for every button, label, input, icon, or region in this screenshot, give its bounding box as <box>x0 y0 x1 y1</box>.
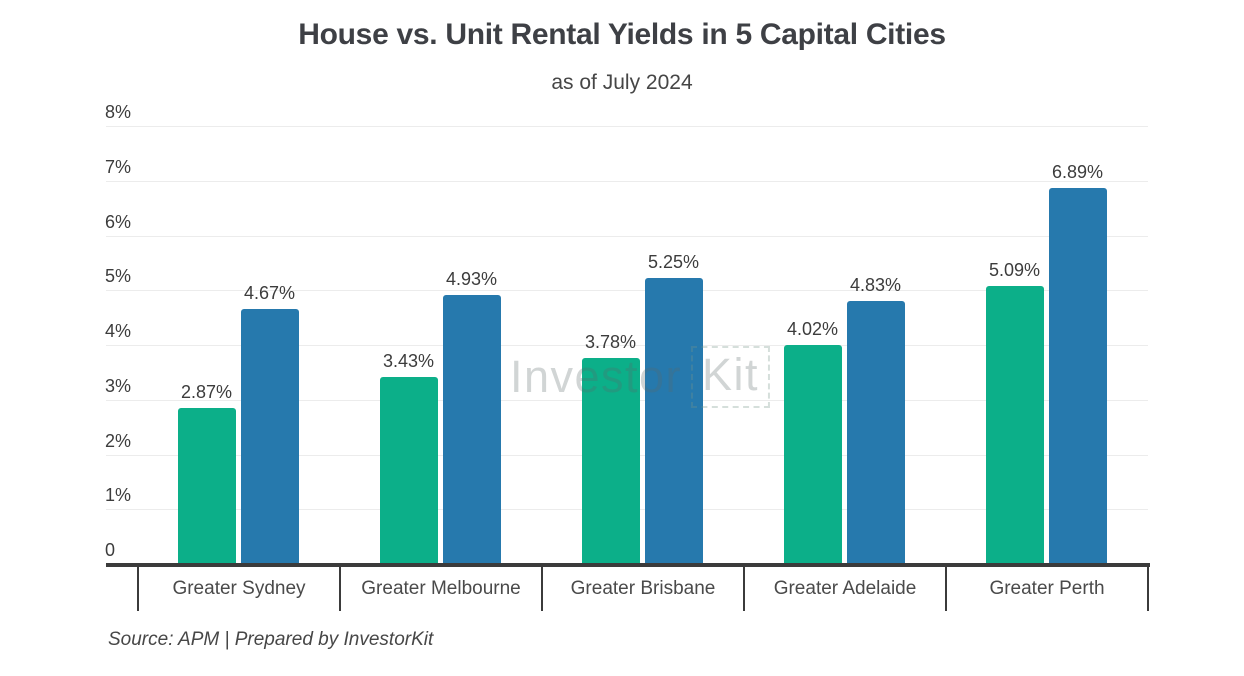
y-tick-label: 4% <box>105 321 132 341</box>
y-tick-label: 3% <box>105 375 132 396</box>
bar-value-label: 4.02% <box>786 318 839 339</box>
x-category-label: Greater Brisbane <box>541 567 743 611</box>
gridline <box>106 290 1148 292</box>
bar-unit <box>240 309 299 565</box>
gridline <box>106 235 1148 237</box>
y-tick-label: 2% <box>105 430 132 451</box>
bar-value-label: 5.25% <box>647 251 700 272</box>
bar-house <box>379 377 438 565</box>
source-attribution: Source: APM | Prepared by InvestorKit <box>108 629 434 650</box>
gridline <box>106 345 1148 346</box>
gridline <box>106 126 1148 127</box>
bar-group: 5.09% 6.89% <box>945 127 1147 565</box>
y-tick-label: 8% <box>105 102 132 122</box>
bar-value-label: 4.83% <box>849 274 902 295</box>
plot-area: 0 1% 2% 3% 4% 5% 6% 7% 8% 2.87% 4.67% 3.43% 4.93% 3.… <box>105 103 1148 565</box>
bar-slot: 2.87% <box>177 127 236 565</box>
bar-value-label: 6.89% <box>1051 161 1104 182</box>
bar-value-label: 2.87% <box>180 381 233 402</box>
bar-house <box>783 344 842 565</box>
bar-group: 2.87% 4.67% <box>137 127 339 565</box>
bar-value-label: 3.78% <box>584 332 637 353</box>
bar-slot: 4.93% <box>442 127 501 565</box>
x-category-label: Greater Sydney <box>137 567 339 611</box>
y-tick-label: 7% <box>105 156 132 177</box>
bar-unit <box>442 295 501 565</box>
y-tick-label: 1% <box>105 485 132 506</box>
bar-group: 3.43% 4.93% <box>339 127 541 565</box>
bar-slot: 4.83% <box>846 127 905 565</box>
bar-slot: 6.89% <box>1048 127 1107 565</box>
bar-slot: 3.43% <box>379 127 438 565</box>
bar-value-label: 3.43% <box>382 351 435 372</box>
bar-group: 4.02% 4.83% <box>743 127 945 565</box>
x-category-label: Greater Perth <box>945 567 1147 611</box>
bar-unit <box>846 300 905 565</box>
bar-value-label: 4.67% <box>243 283 296 304</box>
y-tick-label: 6% <box>105 211 132 232</box>
y-tick-label: 0 <box>105 540 116 560</box>
bar-unit <box>1048 187 1107 565</box>
bar-house <box>177 407 236 565</box>
y-tick-label: 5% <box>105 266 132 287</box>
bar-slot: 4.02% <box>783 127 842 565</box>
bar-slot: 5.25% <box>644 127 703 565</box>
chart-title: House vs. Unit Rental Yields in 5 Capita… <box>298 18 946 51</box>
x-category-label: Greater Melbourne <box>339 567 541 611</box>
bar-slot: 5.09% <box>985 127 1044 565</box>
x-category-label: Greater Adelaide <box>743 567 945 611</box>
bar-group: 3.78% 5.25% <box>541 127 743 565</box>
chart-subtitle: as of July 2024 <box>551 71 693 94</box>
x-axis-labels: Greater Sydney Greater Melbourne Greater B… <box>137 567 1149 611</box>
bar-groups: 2.87% 4.67% 3.43% 4.93% 3.78% 5.25% 4.02% 4.83%… <box>137 127 1147 565</box>
bar-house <box>581 358 640 565</box>
bar-house <box>985 286 1044 565</box>
bar-value-label: 5.09% <box>988 260 1041 281</box>
x-axis-line <box>106 563 1150 567</box>
bar-slot: 3.78% <box>581 127 640 565</box>
bar-value-label: 4.93% <box>445 269 498 290</box>
bar-slot: 4.67% <box>240 127 299 565</box>
gridline <box>106 180 1148 182</box>
bar-unit <box>644 277 703 565</box>
